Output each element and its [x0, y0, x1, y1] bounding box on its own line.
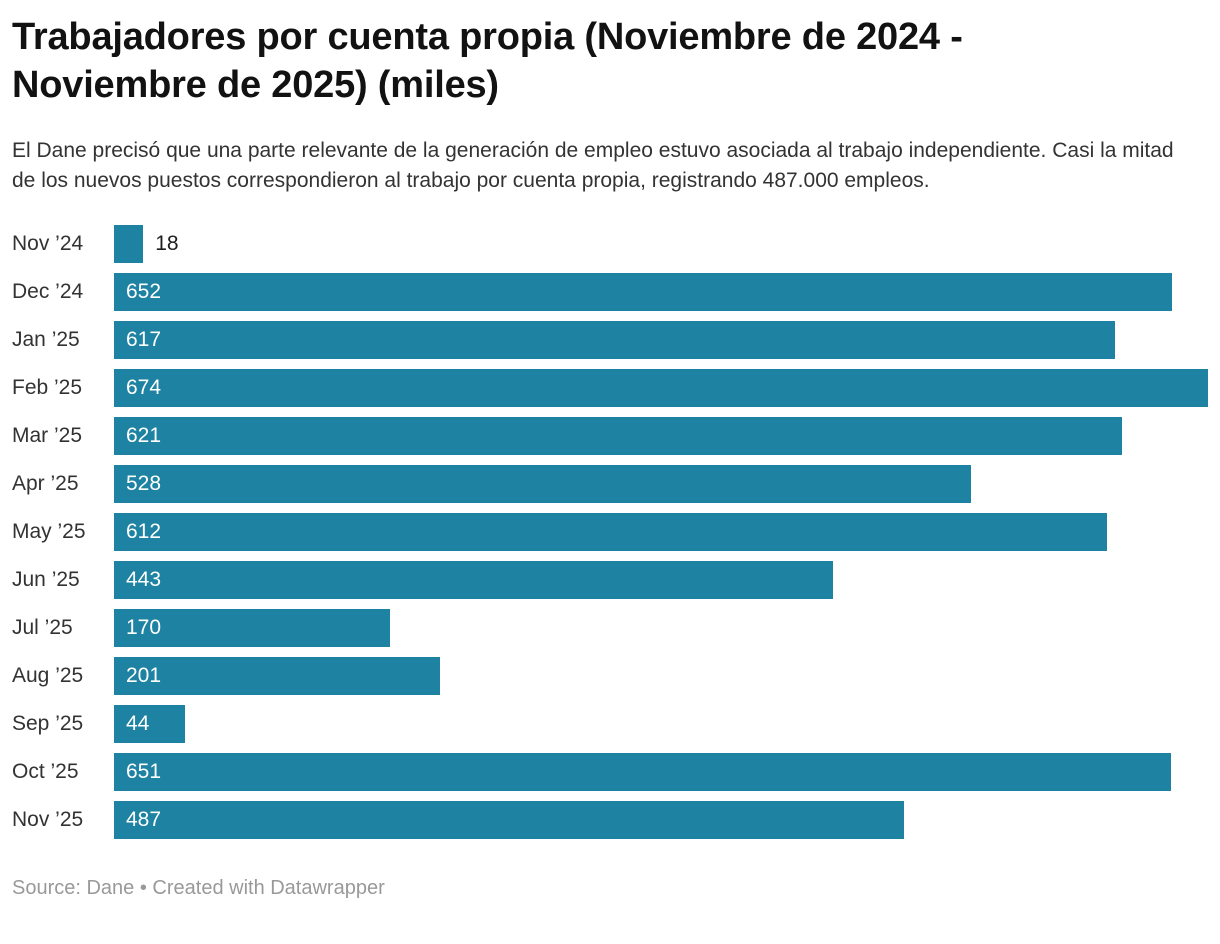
bar-row: Apr ’25 528	[12, 464, 1208, 503]
value-label: 617	[126, 327, 162, 351]
bar-row: Mar ’25 621	[12, 416, 1208, 455]
bar-track: 18	[114, 224, 1208, 263]
bar	[114, 320, 1116, 359]
category-label: Oct ’25	[12, 759, 79, 783]
category-label: Mar ’25	[12, 423, 83, 447]
value-label: 170	[126, 615, 162, 639]
bar	[114, 704, 186, 743]
chart-title: Trabajadores por cuenta propia (Noviembr…	[12, 16, 963, 106]
value-label: 612	[126, 519, 162, 543]
bar	[114, 368, 1208, 407]
value-label: 201	[126, 663, 162, 687]
value-label: 44	[126, 711, 150, 735]
bar-row: Sep ’25 44	[12, 704, 1208, 743]
bar-row: Dec ’24 652	[12, 272, 1208, 311]
bar-track: 612	[114, 512, 1208, 551]
bar-row: May ’25 612	[12, 512, 1208, 551]
bar-track: 651	[114, 752, 1208, 791]
bar-track: 487	[114, 800, 1208, 839]
bar-track: 201	[114, 656, 1208, 695]
bar	[114, 272, 1173, 311]
value-label: 621	[126, 423, 162, 447]
bar	[114, 224, 144, 263]
bar-row: Nov ’24 18	[12, 224, 1208, 263]
category-label: Dec ’24	[12, 279, 84, 303]
category-label: Jun ’25	[12, 567, 80, 591]
bar	[114, 464, 972, 503]
bar-row: Jan ’25 617	[12, 320, 1208, 359]
bar	[114, 512, 1108, 551]
category-label: Nov ’25	[12, 807, 84, 831]
bar-track: 652	[114, 272, 1208, 311]
bar-row: Jun ’25 443	[12, 560, 1208, 599]
source-line: Source: Dane • Created with Datawrapper	[12, 876, 385, 899]
value-label: 674	[126, 375, 162, 399]
value-label: 443	[126, 567, 162, 591]
category-label: Sep ’25	[12, 711, 84, 735]
bar-track: 621	[114, 416, 1208, 455]
bar	[114, 416, 1122, 455]
category-label: Apr ’25	[12, 471, 79, 495]
bar	[114, 800, 905, 839]
bar-track: 528	[114, 464, 1208, 503]
bar-track: 443	[114, 560, 1208, 599]
category-label: Aug ’25	[12, 663, 84, 687]
chart-container: Trabajadores por cuenta propia (Noviembr…	[12, 16, 1208, 899]
value-label: 18	[155, 231, 179, 255]
value-label: 652	[126, 279, 162, 303]
bar-row: Feb ’25 674	[12, 368, 1208, 407]
category-label: Feb ’25	[12, 375, 83, 399]
bar-track: 617	[114, 320, 1208, 359]
value-label: 651	[126, 759, 162, 783]
category-label: May ’25	[12, 519, 86, 543]
bar-track: 674	[114, 368, 1208, 407]
value-label: 487	[126, 807, 162, 831]
bar-row: Oct ’25 651	[12, 752, 1208, 791]
bar-row: Aug ’25 201	[12, 656, 1208, 695]
bar-row: Jul ’25 170	[12, 608, 1208, 647]
category-label: Nov ’24	[12, 231, 84, 255]
chart-description: El Dane precisó que una parte relevante …	[12, 138, 1174, 192]
category-label: Jan ’25	[12, 327, 80, 351]
bar-track: 44	[114, 704, 1208, 743]
bar-row: Nov ’25 487	[12, 800, 1208, 839]
bar-track: 170	[114, 608, 1208, 647]
bar	[114, 752, 1171, 791]
value-label: 528	[126, 471, 162, 495]
bar-chart: Nov ’24 18 Dec ’24 652 Jan ’25 617 Feb ’…	[12, 224, 1208, 839]
category-label: Jul ’25	[12, 615, 73, 639]
bar	[114, 608, 390, 647]
bar	[114, 560, 834, 599]
bar	[114, 656, 441, 695]
